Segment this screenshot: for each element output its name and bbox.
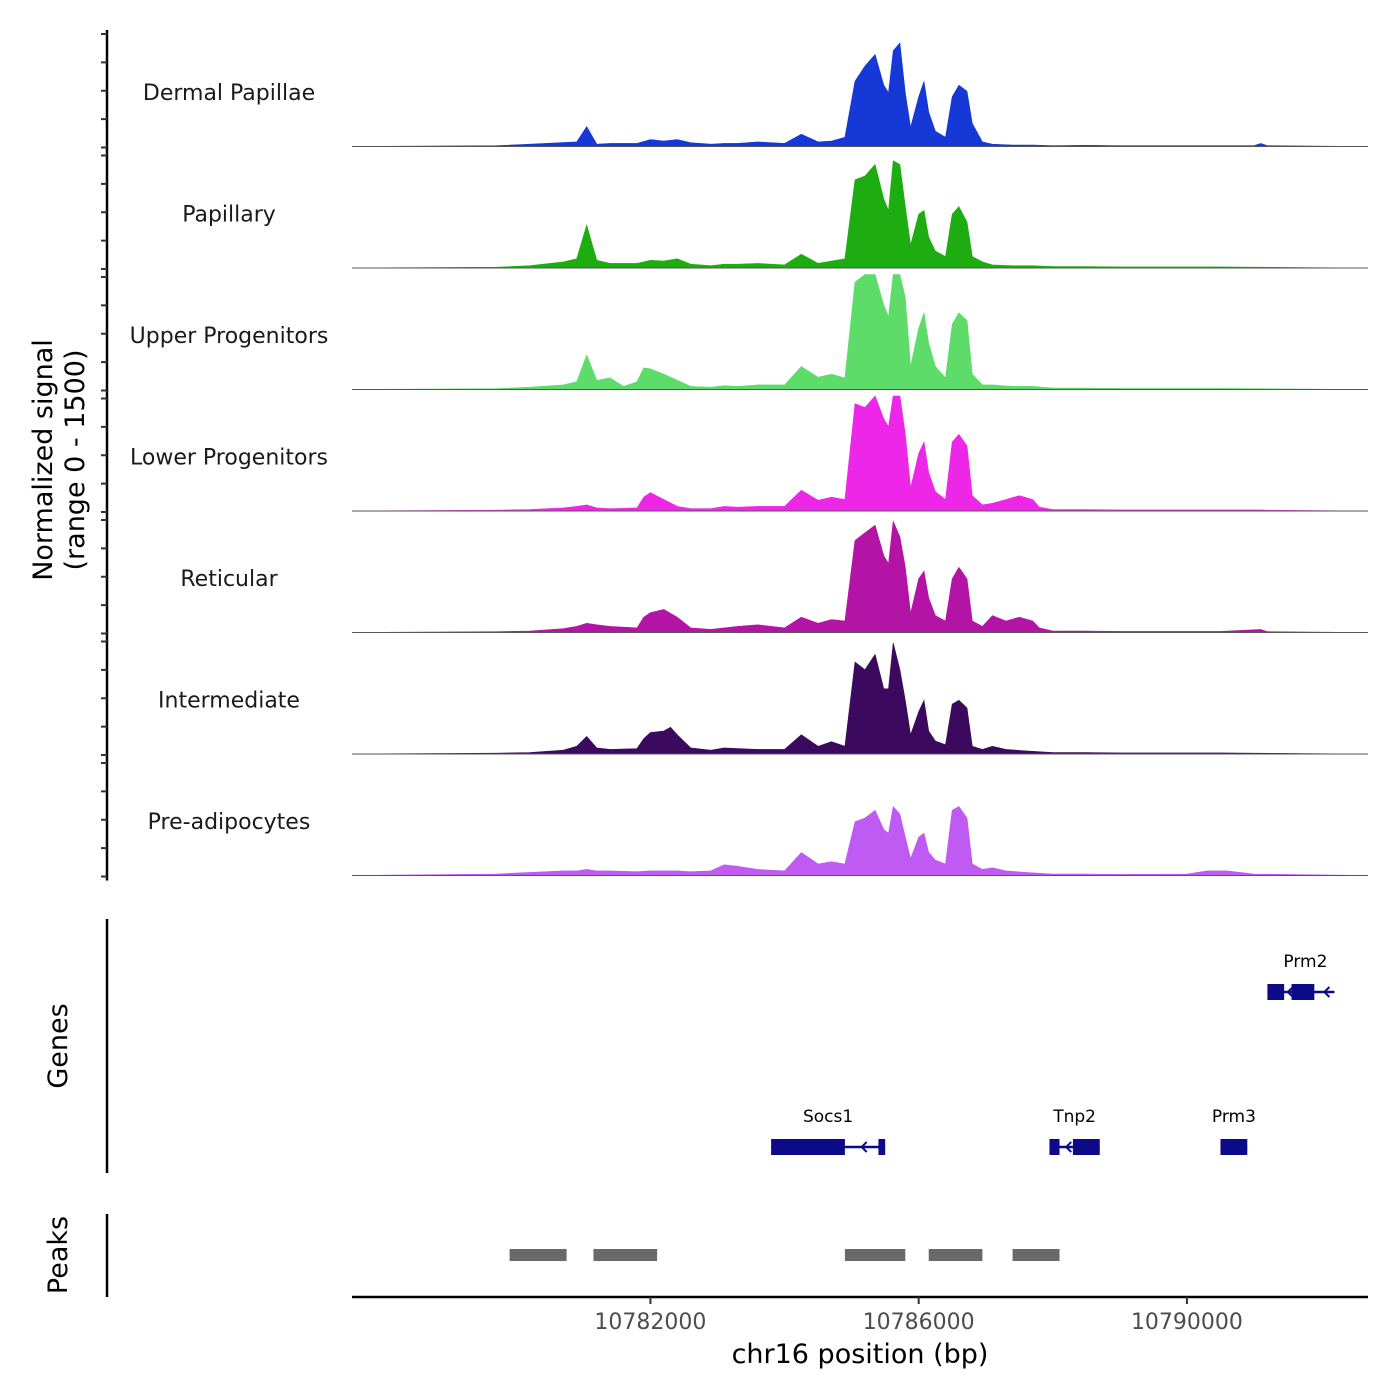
gene-socs1: Socs1 (771, 1107, 886, 1155)
peak-bar (1012, 1249, 1060, 1261)
peak-bar (593, 1249, 658, 1261)
strand-arrow (1322, 986, 1331, 998)
gene-label: Prm2 (1283, 952, 1327, 972)
signal-area-reticular (351, 520, 1369, 633)
strand-arrow (1064, 1141, 1072, 1153)
x-axis-ticks: 10782000 10786000 10790000 (594, 1297, 1243, 1335)
track-label: Lower Progenitors (130, 446, 328, 471)
peak-bar (928, 1249, 983, 1261)
signal-y-title-line1: Normalized signal (28, 339, 59, 581)
strand-arrow (860, 1141, 868, 1153)
gene-exon (1267, 984, 1285, 1000)
peaks-panel-title: Peaks (43, 1216, 74, 1294)
track-label: Intermediate (158, 689, 300, 714)
gene-exon (1049, 1139, 1060, 1155)
signal-area-upper-progenitors (351, 274, 1369, 390)
x-axis-title: chr16 position (bp) (732, 1339, 989, 1370)
track-label: Dermal Papillae (143, 81, 315, 106)
gene-exon (1220, 1139, 1248, 1155)
signal-area-papillary (351, 160, 1369, 269)
gene-label: Tnp2 (1052, 1107, 1096, 1127)
gene-prm3: Prm3 (1212, 1107, 1256, 1155)
gene-exon (878, 1139, 886, 1155)
signal-track: Reticular (180, 520, 1369, 633)
signal-area-lower-progenitors (351, 395, 1369, 512)
x-tick-label: 10782000 (594, 1310, 706, 1335)
signal-track: Lower Progenitors (130, 395, 1369, 512)
signal-track: Intermediate (158, 642, 1369, 755)
gene-tnp2: Tnp2 (1049, 1107, 1100, 1155)
track-label: Upper Progenitors (130, 324, 329, 349)
signal-track: Pre-adipocytes (148, 805, 1369, 876)
gene-label: Socs1 (803, 1107, 853, 1127)
track-label: Reticular (180, 567, 278, 592)
x-tick-label: 10790000 (1131, 1310, 1243, 1335)
gene-label: Prm3 (1212, 1107, 1256, 1127)
signal-area-pre-adipocytes (351, 805, 1369, 876)
signal-y-title-line2: (range 0 - 1500) (60, 350, 91, 571)
signal-area-intermediate (351, 642, 1369, 755)
peak-bar (844, 1249, 906, 1261)
signal-track: Dermal Papillae (143, 42, 1369, 147)
signal-area-dermal-papillae (351, 42, 1369, 147)
signal-track: Upper Progenitors (130, 274, 1369, 390)
peak-regions (509, 1249, 1060, 1261)
gene-exon (771, 1139, 845, 1155)
signal-tracks: Dermal Papillae Papillary Upper Progenitor… (130, 42, 1369, 876)
strand-arrow (1286, 986, 1294, 998)
gene-exon (1291, 984, 1315, 1000)
track-label: Papillary (182, 203, 276, 228)
peak-bar (509, 1249, 567, 1261)
genes-panel-title: Genes (43, 1003, 74, 1088)
gene-prm2: Prm2 (1267, 952, 1335, 1000)
track-label: Pre-adipocytes (148, 810, 311, 835)
signal-y-axis (101, 30, 109, 881)
gene-exon (1072, 1139, 1100, 1155)
x-tick-label: 10786000 (863, 1310, 975, 1335)
gene-annotations: Prm2 Socs1 Tnp2 Prm3 (771, 952, 1335, 1155)
signal-track: Papillary (182, 160, 1369, 269)
